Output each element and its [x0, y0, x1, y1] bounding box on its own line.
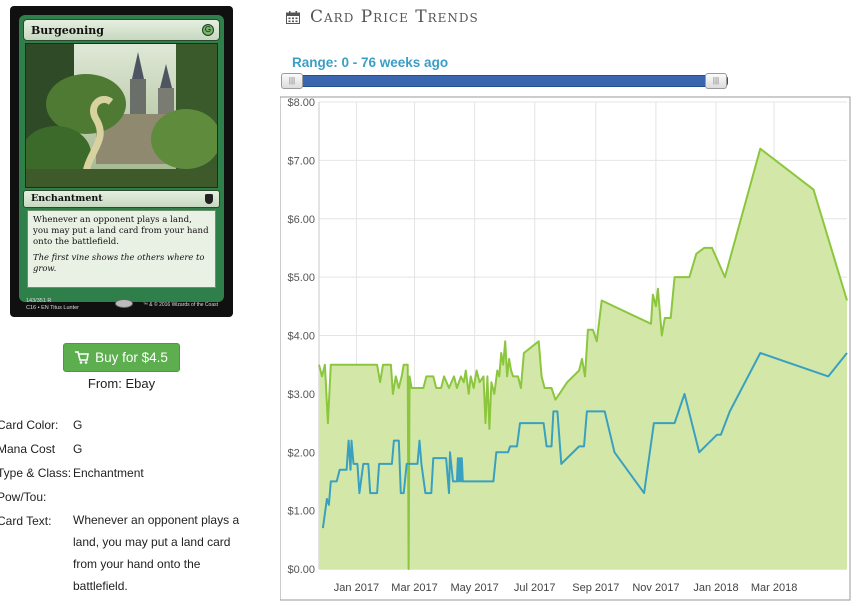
card-flavor-text: The first vine shows the others where to…	[33, 252, 205, 273]
detail-label: Type & Class:	[0, 466, 72, 480]
detail-value: G	[73, 418, 83, 432]
series-line-green	[318, 147, 848, 570]
y-tick-label: $4.00	[287, 331, 315, 343]
card-frame: Burgeoning G	[19, 15, 224, 311]
price-trend-chart: $0.00 $1.00 $2.00 $3.00 $4.00 $5.00 $6.00 $7.00…	[280, 96, 851, 601]
detail-value: G	[73, 442, 83, 456]
y-tick-label: $1.00	[287, 506, 315, 518]
x-axis: Jan 2017 Mar 2017 May 2017 Jul 2017 Sep 2017…	[334, 582, 798, 594]
y-tick-label: $7.00	[287, 155, 315, 167]
buy-button-label: Buy for $4.5	[95, 350, 168, 365]
y-tick-label: $5.00	[287, 272, 315, 284]
y-axis: $0.00 $1.00 $2.00 $3.00 $4.00 $5.00 $6.00 $7.00…	[287, 97, 315, 576]
range-slider-handle-start[interactable]: |||	[281, 73, 303, 89]
detail-label: Card Color:	[0, 418, 59, 432]
card-rules-text: Whenever an opponent plays a land, you m…	[33, 215, 209, 247]
green-mana-icon: G	[202, 24, 214, 36]
holo-stamp-icon	[115, 299, 133, 308]
y-tick-label: $2.00	[287, 447, 315, 459]
range-slider-handle-end[interactable]: |||	[705, 73, 727, 89]
set-symbol-icon	[205, 194, 213, 204]
y-tick-label: $3.00	[287, 389, 315, 401]
detail-label: Card Text:	[0, 514, 52, 528]
card-name: Burgeoning	[31, 24, 104, 37]
chart-series	[318, 147, 848, 570]
card-image: Burgeoning G	[10, 6, 233, 317]
copyright: ™ & © 2016 Wizards of the Coast	[142, 302, 218, 308]
chart-title-text: Card Price Trends	[310, 7, 479, 27]
cart-icon	[75, 351, 90, 364]
card-type-line: Enchantment	[31, 193, 103, 204]
detail-value: Enchantment	[73, 466, 144, 480]
x-tick-label: Mar 2018	[751, 582, 797, 594]
mana-symbol: G	[204, 25, 212, 34]
collector-info: 143/351 R	[26, 298, 52, 304]
calendar-icon	[286, 10, 300, 24]
buy-button[interactable]: Buy for $4.5	[63, 343, 180, 372]
x-tick-label: Mar 2017	[391, 582, 437, 594]
range-label: Range: 0 - 76 weeks ago	[292, 55, 449, 70]
x-tick-label: Jan 2017	[334, 582, 379, 594]
detail-value: Whenever an opponent plays a land, you m…	[73, 513, 240, 593]
series-line-blue	[321, 352, 848, 529]
range-slider-track[interactable]	[282, 75, 728, 87]
x-tick-label: Jan 2018	[693, 582, 738, 594]
card-type-bar: Enchantment	[23, 190, 220, 208]
x-tick-label: Jul 2017	[514, 582, 556, 594]
detail-label: Mana Cost	[0, 442, 56, 456]
y-tick-label: $6.00	[287, 214, 315, 226]
x-tick-label: May 2017	[450, 582, 498, 594]
card-textbox: Whenever an opponent plays a land, you m…	[27, 210, 216, 288]
card-artwork	[25, 43, 218, 188]
card-title-bar: Burgeoning G	[23, 19, 220, 41]
detail-label: Pow/Tou:	[0, 490, 47, 504]
card-footer: 143/351 R C16 • EN Titus Lunter	[26, 298, 79, 312]
set-info: C16 • EN	[26, 305, 49, 311]
artist-name: Titus Lunter	[50, 305, 79, 311]
buy-source: From: Ebay	[87, 376, 156, 391]
y-tick-label: $8.00	[287, 97, 315, 109]
x-tick-label: Sep 2017	[572, 582, 619, 594]
x-tick-label: Nov 2017	[632, 582, 679, 594]
y-tick-label: $0.00	[287, 564, 315, 576]
chart-title: Card Price Trends	[286, 7, 479, 27]
